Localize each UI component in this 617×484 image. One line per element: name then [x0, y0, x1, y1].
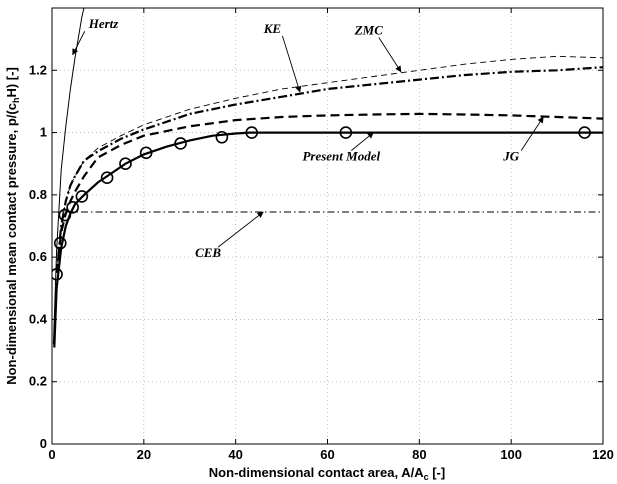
y-axis-label: Non-dimensional mean contact pressure, p… [4, 67, 21, 385]
y-tick-label: 0.2 [29, 374, 47, 389]
plot-frame [51, 7, 604, 445]
present-model-marker [100, 171, 114, 185]
y-tick-label: 0.8 [29, 187, 47, 202]
zmc-arrow [378, 37, 402, 73]
annotations: Hertz KE ZMC Present Model JG CEB [72, 16, 544, 260]
present-model-marker [139, 146, 153, 160]
hertz-arrow [72, 31, 86, 56]
y-tick-label: 0.4 [29, 311, 48, 326]
y-tick-label: 1.2 [29, 62, 47, 77]
present-model-markers-series [52, 126, 591, 281]
x-tick-label: 20 [137, 447, 151, 462]
y-tick-label: 1 [40, 125, 47, 140]
x-tick-label: 60 [320, 447, 334, 462]
ke-series-line [55, 66, 603, 273]
ke-label: KE [263, 21, 282, 36]
present-model-marker [75, 190, 89, 203]
present-model-marker [339, 126, 353, 139]
ceb-label: CEB [195, 245, 221, 260]
x-tick-label: 40 [228, 447, 242, 462]
series-layer [52, 8, 603, 348]
grid [52, 8, 603, 444]
ke-arrow [281, 35, 302, 93]
present-model-arrow [350, 132, 374, 151]
x-tick-label: 80 [412, 447, 426, 462]
x-tick-label: 120 [592, 447, 614, 462]
present-model-label: Present Model [302, 149, 380, 164]
present-model-marker [66, 201, 79, 214]
jg-label: JG [502, 149, 520, 164]
x-axis-label: Non-dimensional contact area, A/Ac [-] [209, 465, 445, 482]
x-tick-label: 0 [48, 447, 55, 462]
jg-series-line [55, 112, 603, 273]
ceb-arrow [217, 211, 264, 248]
present-model-marker [174, 137, 187, 150]
present-model-marker [245, 126, 259, 139]
present-model-marker [578, 126, 591, 139]
zmc-label: ZMC [354, 22, 384, 37]
y-tick-label: 0.6 [29, 249, 47, 264]
present-model-marker [215, 130, 229, 144]
present-model-series-line [53, 131, 603, 348]
present-model-marker [119, 157, 132, 171]
y-tick-label: 0 [40, 436, 47, 451]
hertz-series-line [52, 8, 85, 345]
axis-ticks: 0 20 40 60 80 100 120 0 0.2 0.4 0.6 0.8 1 1.2 [29, 8, 614, 462]
hertz-label: Hertz [88, 16, 120, 31]
x-tick-label: 100 [500, 447, 522, 462]
zmc-series-line [56, 55, 603, 273]
jg-arrow [520, 116, 544, 151]
